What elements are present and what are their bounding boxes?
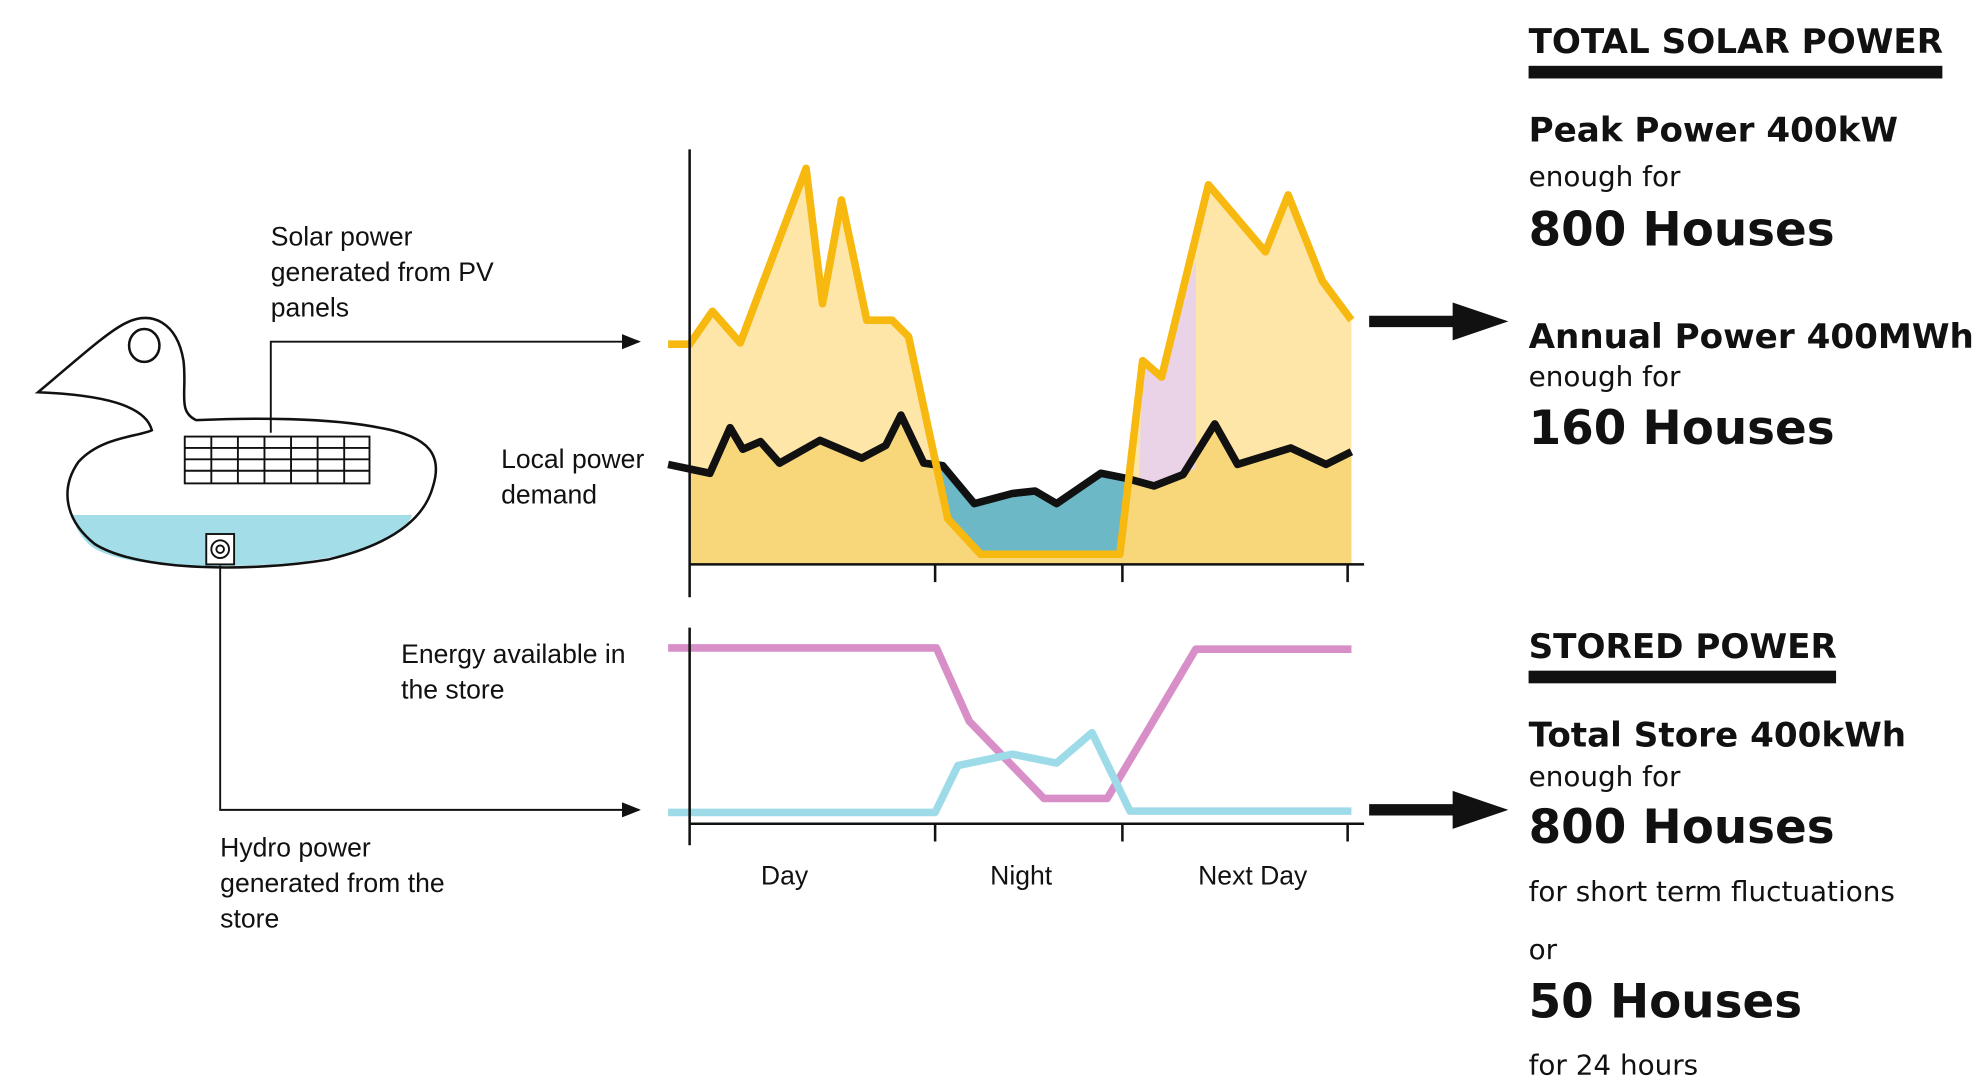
power-chart bbox=[667, 149, 1365, 598]
store-label: the store bbox=[401, 675, 504, 705]
stat: Total Store 400kWh bbox=[1529, 716, 1907, 756]
stat: Peak Power 400kW bbox=[1529, 111, 1899, 151]
note: enough for bbox=[1529, 160, 1681, 193]
hydro-label: generated from the bbox=[220, 868, 444, 898]
x-label: Day bbox=[761, 861, 809, 891]
stat: Annual Power 400MWh bbox=[1529, 317, 1974, 357]
note: enough for bbox=[1529, 360, 1681, 393]
solar-label: generated from PV bbox=[271, 257, 494, 287]
houses: 800 Houses bbox=[1529, 204, 1835, 258]
hydro-label: store bbox=[220, 904, 279, 934]
duck bbox=[34, 316, 641, 818]
solar-label: panels bbox=[271, 292, 349, 322]
hydro-label: Hydro power bbox=[220, 833, 371, 863]
houses: 800 Houses bbox=[1529, 801, 1835, 855]
panel-title: STORED POWER bbox=[1529, 627, 1837, 667]
demand-label: demand bbox=[501, 480, 597, 510]
panel-title: TOTAL SOLAR POWER bbox=[1529, 22, 1943, 62]
store-label: Energy available in bbox=[401, 639, 625, 669]
houses: 50 Houses bbox=[1529, 975, 1803, 1029]
summary: TOTAL SOLAR POWER Peak Power 400kW enoug… bbox=[1528, 22, 1974, 1081]
note: for 24 hours bbox=[1529, 1048, 1699, 1081]
big-arrows bbox=[1369, 302, 1509, 829]
note: enough for bbox=[1529, 760, 1681, 793]
solar-label: Solar power bbox=[271, 222, 413, 252]
x-label: Next Day bbox=[1198, 861, 1308, 891]
note: for short term fluctuations bbox=[1529, 875, 1895, 908]
demand-label: Local power bbox=[501, 444, 644, 474]
store-chart bbox=[668, 627, 1365, 846]
houses: 160 Houses bbox=[1529, 402, 1835, 456]
note: or bbox=[1529, 933, 1558, 966]
x-label: Night bbox=[990, 861, 1053, 891]
